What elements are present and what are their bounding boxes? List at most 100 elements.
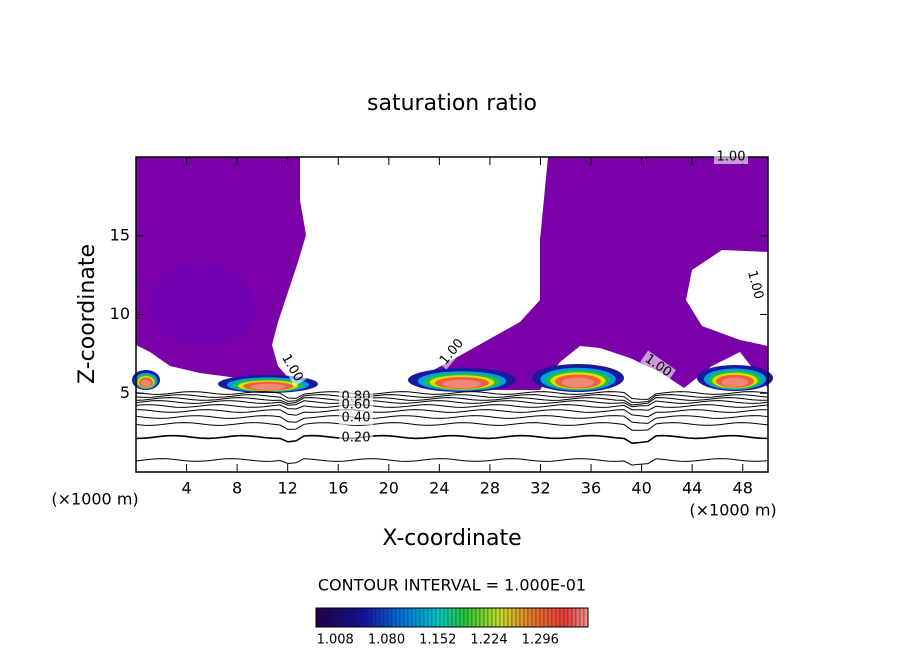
contour-line [135,409,768,418]
colorbar-cell [355,607,361,628]
contour-label-bg [339,398,373,412]
colorbar-cell [487,607,493,628]
x-axis-title: X-coordinate [382,526,521,551]
plot-fill [136,157,768,390]
x-tick-label: 24 [429,479,449,498]
colorbar-cell [415,607,421,628]
colorbar-cell [427,607,433,628]
colorbar: 1.008 1.080 1.152 1.224 1.296 [315,607,589,648]
contour-label: 0.20 [342,431,371,446]
colorbar-tick-label: 1.296 [522,633,559,648]
contour-lines [135,391,769,466]
contour-label: 0.60 [342,398,371,413]
contour-line [135,434,769,445]
colorbar-cell [319,607,325,628]
contour-label-bg [339,431,373,445]
contour-line [135,397,768,406]
colorbar-cell [495,607,501,628]
contour-line [135,415,769,424]
filled-lens [141,379,151,387]
colorbar-cell [431,607,437,628]
colorbar-cell [515,607,521,628]
colorbar-cell [391,607,397,628]
colorbar-cell [351,607,357,628]
colorbar-cell [363,607,369,628]
contour-line [135,394,769,403]
colorbar-tick-label: 1.080 [368,633,405,648]
colorbar-cell [359,607,365,628]
colorbar-cell [423,607,429,628]
y-tick-label: 15 [110,225,130,244]
filled-lens [561,377,595,388]
colorbar-cell [483,607,489,628]
colorbar-cell [547,607,553,628]
filled-region [149,262,257,344]
x-tick-label: 36 [581,479,601,498]
colorbar-cell [563,607,569,628]
contour-label-bg [640,350,676,382]
colorbar-cell [451,607,457,628]
colorbar-cell [407,607,413,628]
colorbar-cell [539,607,545,628]
colorbar-cell [439,607,445,628]
colorbar-cell [527,607,533,628]
colorbar-cell [475,607,481,628]
colorbar-cell [403,607,409,628]
colorbar-cell [335,607,341,628]
colorbar-cell [491,607,497,628]
colorbar-cell [443,607,449,628]
x-unit-label: (×1000 m) [51,490,138,509]
colorbar-cell [379,607,385,628]
filled-region [420,157,768,390]
colorbar-cell [579,607,585,628]
x-tick-label: 16 [328,479,348,498]
colorbar-cell [447,607,453,628]
colorbar-cell [463,607,469,628]
x-tick-label: 12 [278,479,298,498]
blobs [132,364,773,393]
x-tick-label: 8 [232,479,242,498]
contour-label-bg [743,266,767,304]
x-tick-label: 40 [631,479,651,498]
x-tick-label: 48 [733,479,753,498]
colorbar-cell [419,607,425,628]
contour-label: 1.00 [744,269,766,301]
colorbar-cell [315,607,321,628]
colorbar-cell [555,607,561,628]
contour-label-bg [339,411,373,425]
colorbar-cell [339,607,345,628]
colorbar-cell [455,607,461,628]
colorbar-cell [323,607,329,628]
colorbar-cell [347,607,353,628]
colorbar-tick-label: 1.224 [470,633,507,648]
y-tick-label: 10 [110,304,130,323]
colorbar-cell [575,607,581,628]
colorbar-cell [387,607,393,628]
contour-line [135,400,769,408]
colorbar-cell [383,607,389,628]
colorbar-frame [315,607,589,628]
colorbar-cell [543,607,549,628]
colorbar-cell [551,607,557,628]
colorbar-cell [583,607,589,628]
x-tick-label: 4 [181,479,191,498]
colorbar-cell [371,607,377,628]
contour-line [135,404,769,411]
colorbar-cell [467,607,473,628]
colorbar-cell [331,607,337,628]
colorbar-cell [343,607,349,628]
colorbar-cell [571,607,577,628]
colorbar-cell [499,607,505,628]
colorbar-cell [367,607,373,628]
colorbar-cell [567,607,573,628]
colorbar-tick-label: 1.008 [317,633,354,648]
colorbar-cell [395,607,401,628]
x-tick-label: 28 [480,479,500,498]
colorbar-cell [535,607,541,628]
colorbar-cell [479,607,485,628]
colorbar-cell [523,607,529,628]
contour-label-bg [277,349,307,387]
colorbar-cell [459,607,465,628]
x-tick-label: 20 [379,479,399,498]
contour-line [135,391,769,400]
